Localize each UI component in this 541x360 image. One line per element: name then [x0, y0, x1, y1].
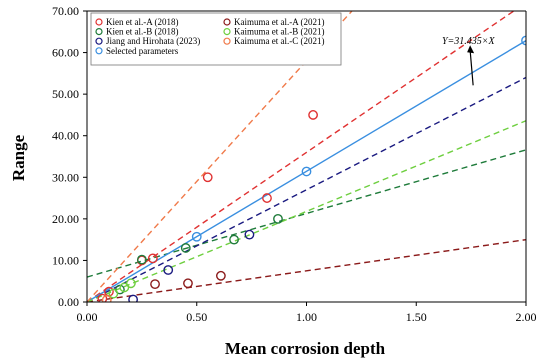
point-0-5 [262, 193, 272, 203]
legend-label-6: Kaimuma et al.-C (2021) [234, 36, 324, 46]
point-3-0 [191, 231, 202, 242]
x-tick-label: 0.00 [77, 310, 98, 324]
point-4-2 [215, 270, 226, 281]
legend-label-2: Jiang and Hirohata (2023) [106, 36, 200, 46]
point-4-1 [183, 278, 193, 289]
point-0-3 [147, 253, 158, 264]
y-tick-label: 0.00 [58, 295, 79, 309]
legend-label-0: Kien et al.-A (2018) [106, 17, 178, 27]
y-tick-label: 30.00 [52, 170, 79, 184]
point-3-1 [301, 166, 312, 177]
y-tick-label: 50.00 [52, 87, 79, 101]
slope-annotation: Y=31.435×X [442, 36, 496, 47]
x-tick-label: 2.00 [516, 310, 537, 324]
point-1-4 [273, 213, 283, 224]
x-tick-label: 1.00 [296, 310, 317, 324]
legend-marker-4 [223, 18, 231, 26]
legend-label-3: Selected parameters [106, 46, 179, 56]
legend-marker-5 [223, 28, 231, 36]
y-tick-label: 70.00 [52, 4, 79, 18]
legend-marker-6 [223, 37, 231, 45]
point-1-1 [136, 254, 147, 265]
legend-marker-2 [95, 37, 103, 45]
point-5-1 [125, 278, 136, 289]
x-tick-label: 1.50 [406, 310, 427, 324]
legend-label-5: Kaimuma et al.-B (2021) [234, 27, 324, 37]
y-tick-label: 40.00 [52, 129, 79, 143]
fit-line-2 [87, 76, 526, 302]
point-6-0 [101, 295, 112, 302]
y-tick-label: 20.00 [52, 212, 79, 226]
fit-line-0 [87, 11, 516, 302]
y-tick-label: 10.00 [52, 253, 79, 267]
legend-label-4: Kaimuma et al.-A (2021) [234, 17, 324, 27]
legend: Kien et al.-A (2018)Kien et al.-B (2018)… [90, 12, 342, 66]
axis-layer: 0.00 10.00 20.00 30.00 40.00 50.00 60.00 70.00 0… [52, 4, 537, 324]
x-axis-title: Mean corrosion depth [225, 339, 386, 358]
point-1-2 [180, 243, 191, 253]
point-1-3 [229, 234, 239, 245]
fit-line-4 [87, 238, 526, 302]
point-4-0 [150, 279, 160, 290]
fit-line-5 [87, 120, 526, 302]
annotation-arrowhead [467, 45, 475, 54]
legend-marker-0 [95, 18, 103, 26]
legend-marker-1 [95, 28, 103, 36]
fit-line-1 [87, 149, 526, 278]
point-5-2 [108, 288, 119, 299]
legend-box [90, 12, 342, 66]
y-tick-label: 60.00 [52, 46, 79, 60]
point-0-6 [308, 110, 318, 120]
point-2-2 [244, 229, 255, 240]
point-2-0 [128, 294, 138, 302]
x-tick-label: 0.50 [186, 310, 207, 324]
annotation-arrow [469, 50, 474, 86]
fit-line-3 [87, 40, 526, 302]
point-0-4 [202, 172, 213, 183]
legend-marker-3 [95, 47, 103, 55]
y-axis-title: Range [9, 134, 28, 181]
point-0-0 [97, 293, 108, 302]
plot-layer [87, 11, 526, 302]
point-2-1 [163, 265, 174, 275]
legend-label-1: Kien et al.-B (2018) [106, 27, 178, 37]
